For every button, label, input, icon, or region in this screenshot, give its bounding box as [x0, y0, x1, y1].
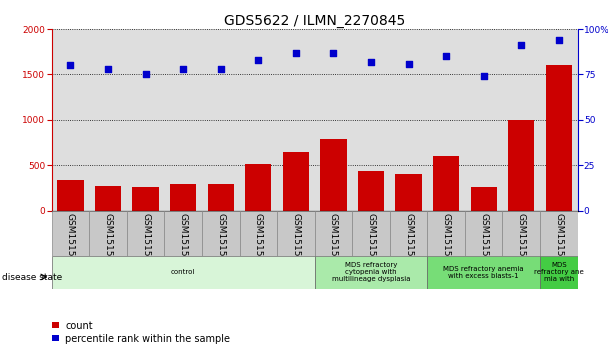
Bar	[52, 256, 315, 289]
Point	[479, 73, 489, 79]
Bar	[395, 174, 422, 211]
Bar	[465, 29, 502, 211]
Point	[554, 37, 564, 43]
Point	[216, 66, 226, 72]
Bar	[427, 211, 465, 256]
Bar	[240, 29, 277, 211]
Bar	[427, 29, 465, 211]
Point	[404, 61, 413, 66]
Bar	[540, 256, 578, 289]
Text: control: control	[171, 269, 195, 275]
Bar	[433, 156, 459, 211]
Point	[366, 59, 376, 65]
Point	[66, 62, 75, 68]
Text: GSM1515754: GSM1515754	[367, 213, 376, 273]
Bar	[390, 211, 427, 256]
Text: GSM1515747: GSM1515747	[103, 213, 112, 273]
Text: GSM1515756: GSM1515756	[441, 213, 451, 274]
Bar	[52, 335, 59, 341]
Bar	[283, 152, 309, 211]
Text: percentile rank within the sample: percentile rank within the sample	[65, 334, 230, 344]
Text: GSM1515753: GSM1515753	[329, 213, 338, 274]
Bar	[164, 211, 202, 256]
Bar	[133, 187, 159, 211]
Point	[254, 57, 263, 63]
Text: GSM1515751: GSM1515751	[254, 213, 263, 274]
Text: GSM1515752: GSM1515752	[291, 213, 300, 273]
Bar	[202, 211, 240, 256]
Bar	[315, 256, 427, 289]
Bar	[89, 29, 127, 211]
Bar	[471, 187, 497, 211]
Bar	[202, 29, 240, 211]
Bar	[207, 184, 234, 211]
Text: MDS refractory anemia
with excess blasts-1: MDS refractory anemia with excess blasts…	[443, 266, 524, 279]
Bar	[390, 29, 427, 211]
Text: GSM1515749: GSM1515749	[179, 213, 188, 273]
Text: count: count	[65, 321, 92, 331]
Bar	[127, 211, 164, 256]
Text: GSM1515755: GSM1515755	[404, 213, 413, 274]
Text: MDS
refractory ane
mia with: MDS refractory ane mia with	[534, 262, 584, 282]
Bar	[427, 256, 540, 289]
Bar	[320, 139, 347, 211]
Text: MDS refractory
cytopenia with
multilineage dysplasia: MDS refractory cytopenia with multilinea…	[332, 262, 410, 282]
Bar	[540, 211, 578, 256]
Title: GDS5622 / ILMN_2270845: GDS5622 / ILMN_2270845	[224, 14, 406, 28]
Bar	[240, 211, 277, 256]
Bar	[315, 211, 352, 256]
Point	[103, 66, 113, 72]
Point	[441, 53, 451, 59]
Bar	[508, 120, 534, 211]
Bar	[540, 29, 578, 211]
Bar	[315, 29, 352, 211]
Bar	[352, 29, 390, 211]
Text: GSM1515757: GSM1515757	[479, 213, 488, 274]
Point	[140, 72, 150, 77]
Bar	[352, 211, 390, 256]
Bar	[95, 186, 121, 211]
Text: GSM1515758: GSM1515758	[517, 213, 526, 274]
Point	[291, 50, 301, 56]
Bar	[164, 29, 202, 211]
Bar	[127, 29, 164, 211]
Bar	[52, 29, 89, 211]
Text: GSM1515759: GSM1515759	[554, 213, 564, 274]
Bar	[52, 322, 59, 328]
Text: GSM1515750: GSM1515750	[216, 213, 225, 274]
Bar	[502, 211, 540, 256]
Text: GSM1515746: GSM1515746	[66, 213, 75, 273]
Bar	[89, 211, 127, 256]
Bar	[358, 171, 384, 211]
Bar	[502, 29, 540, 211]
Bar	[545, 65, 572, 211]
Bar	[465, 211, 502, 256]
Bar	[245, 164, 271, 211]
Bar	[57, 180, 84, 211]
Bar	[52, 211, 89, 256]
Point	[178, 66, 188, 72]
Bar	[277, 29, 315, 211]
Bar	[277, 211, 315, 256]
Point	[516, 42, 526, 48]
Text: GSM1515748: GSM1515748	[141, 213, 150, 273]
Bar	[170, 184, 196, 211]
Point	[328, 50, 338, 56]
Text: disease state: disease state	[2, 273, 62, 282]
